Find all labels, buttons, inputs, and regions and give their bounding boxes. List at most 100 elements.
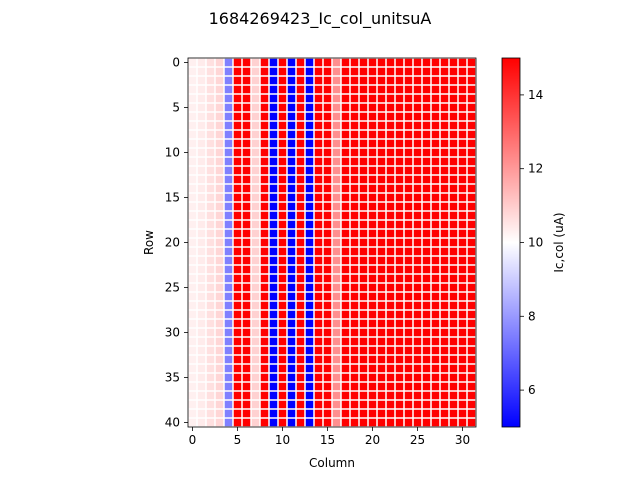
heatmap-cell	[224, 130, 233, 139]
heatmap-cell	[449, 301, 458, 310]
heatmap-cell	[251, 238, 260, 247]
heatmap-cell	[242, 238, 251, 247]
heatmap-cell	[242, 58, 251, 67]
heatmap-cell	[422, 229, 431, 238]
heatmap-cell	[458, 337, 467, 346]
heatmap-cell	[368, 175, 377, 184]
heatmap-cell	[314, 346, 323, 355]
heatmap-cell	[287, 409, 296, 418]
heatmap-cell	[467, 85, 476, 94]
heatmap-cell	[341, 211, 350, 220]
heatmap-cell	[431, 229, 440, 238]
heatmap-cell	[224, 373, 233, 382]
heatmap-cell	[359, 112, 368, 121]
heatmap-cell	[242, 166, 251, 175]
heatmap-cell	[206, 211, 215, 220]
heatmap-cell	[359, 391, 368, 400]
heatmap-cell	[278, 382, 287, 391]
heatmap-cell	[386, 220, 395, 229]
heatmap-cell	[188, 148, 197, 157]
heatmap-cell	[269, 382, 278, 391]
heatmap-cell	[323, 76, 332, 85]
heatmap-cell	[260, 292, 269, 301]
heatmap-cell	[305, 67, 314, 76]
heatmap-cell	[260, 202, 269, 211]
heatmap-cell	[458, 184, 467, 193]
heatmap-cell	[188, 247, 197, 256]
colorbar-tick-label: 14	[528, 88, 543, 102]
heatmap-cell	[296, 355, 305, 364]
heatmap-cell	[287, 94, 296, 103]
heatmap-cell	[206, 409, 215, 418]
heatmap-cell	[413, 391, 422, 400]
heatmap-cell	[404, 283, 413, 292]
heatmap-cell	[323, 265, 332, 274]
heatmap-cell	[233, 94, 242, 103]
heatmap-cell	[350, 67, 359, 76]
heatmap-cell	[224, 310, 233, 319]
heatmap-cell	[242, 85, 251, 94]
heatmap-cell	[269, 364, 278, 373]
heatmap-cell	[404, 310, 413, 319]
heatmap-cell	[314, 148, 323, 157]
heatmap-cell	[431, 418, 440, 427]
heatmap-cell	[386, 67, 395, 76]
heatmap-cell	[377, 112, 386, 121]
heatmap-cell	[224, 346, 233, 355]
heatmap-cell	[467, 346, 476, 355]
heatmap-cell	[377, 220, 386, 229]
heatmap-cell	[323, 130, 332, 139]
heatmap-cell	[458, 94, 467, 103]
heatmap-cell	[413, 175, 422, 184]
heatmap-cell	[269, 139, 278, 148]
heatmap-cell	[242, 103, 251, 112]
heatmap-cell	[197, 130, 206, 139]
heatmap-cell	[188, 184, 197, 193]
heatmap-cell	[224, 337, 233, 346]
heatmap-cell	[413, 364, 422, 373]
heatmap-cell	[260, 373, 269, 382]
heatmap-cell	[188, 202, 197, 211]
heatmap-cell	[332, 67, 341, 76]
heatmap-cell	[359, 418, 368, 427]
heatmap-cell	[278, 130, 287, 139]
heatmap-cell	[359, 103, 368, 112]
heatmap-cell	[314, 283, 323, 292]
heatmap-cell	[332, 364, 341, 373]
heatmap-cell	[386, 175, 395, 184]
heatmap-cell	[440, 229, 449, 238]
heatmap-cell	[323, 85, 332, 94]
heatmap-cell	[269, 400, 278, 409]
heatmap-cell	[332, 130, 341, 139]
heatmap-cell	[467, 76, 476, 85]
heatmap-cell	[440, 373, 449, 382]
heatmap-cell	[395, 76, 404, 85]
heatmap-cell	[323, 157, 332, 166]
heatmap-cell	[341, 355, 350, 364]
heatmap-cell	[431, 328, 440, 337]
heatmap-cell	[224, 103, 233, 112]
heatmap-cell	[287, 247, 296, 256]
heatmap-cell	[458, 211, 467, 220]
heatmap-cell	[458, 265, 467, 274]
heatmap-cell	[314, 94, 323, 103]
heatmap-cell	[260, 229, 269, 238]
heatmap-cell	[314, 265, 323, 274]
heatmap-cell	[395, 85, 404, 94]
heatmap-cell	[359, 148, 368, 157]
heatmap-cell	[314, 85, 323, 94]
heatmap-cell	[332, 148, 341, 157]
heatmap-cell	[458, 274, 467, 283]
heatmap-cell	[458, 283, 467, 292]
heatmap-cell	[305, 283, 314, 292]
heatmap-cell	[296, 67, 305, 76]
heatmap-cell	[206, 355, 215, 364]
heatmap-cell	[233, 112, 242, 121]
heatmap-cell	[251, 283, 260, 292]
heatmap-cell	[188, 157, 197, 166]
heatmap-cell	[386, 337, 395, 346]
heatmap-cell	[287, 400, 296, 409]
heatmap-cell	[206, 310, 215, 319]
heatmap-cell	[467, 67, 476, 76]
heatmap-cell	[440, 337, 449, 346]
